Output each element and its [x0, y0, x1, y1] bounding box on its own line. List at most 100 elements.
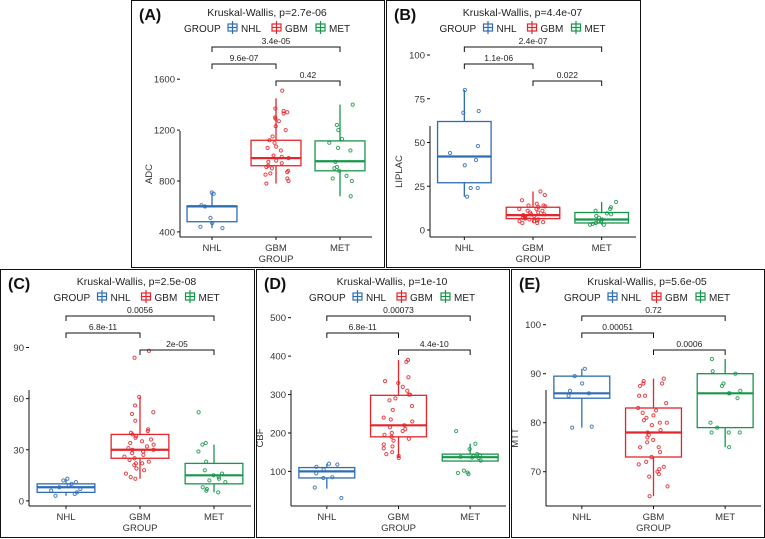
data-point — [314, 464, 319, 469]
p-value-label: 0.72 — [645, 305, 662, 315]
data-point — [709, 356, 715, 362]
data-point — [641, 381, 646, 386]
y-tick-label: 1200 — [154, 126, 175, 137]
data-point — [207, 478, 212, 483]
box-met — [441, 428, 499, 477]
data-point — [133, 435, 138, 440]
data-point — [598, 219, 604, 224]
p-value-label: 4.4e-10 — [420, 339, 449, 349]
legend: GROUP NHL GBM MET — [564, 290, 730, 304]
iqr-box — [436, 120, 492, 184]
data-point — [132, 456, 137, 461]
data-point — [642, 393, 648, 398]
data-point — [726, 430, 731, 435]
data-point — [735, 396, 740, 401]
box-met — [574, 199, 630, 227]
legend-label-met: MET — [585, 24, 606, 35]
p-value-label: 6.8e-11 — [349, 322, 377, 332]
data-point — [656, 472, 661, 477]
data-point — [129, 411, 135, 417]
panel-c: (C) Kruskal-Wallis, p=2.5e-08 GROUP NHL GBM… — [0, 269, 255, 538]
x-tick-label: MET — [204, 512, 224, 523]
data-point — [335, 462, 340, 467]
data-point — [349, 178, 355, 184]
legend-label-nhl: NHL — [111, 293, 131, 304]
boxplot-mtt: Kruskal-Wallis, p=5.6e-05 GROUP NHL GBM MET 7… — [512, 276, 761, 534]
data-point — [647, 474, 652, 479]
data-point — [137, 394, 142, 400]
p-value-label: 0.42 — [300, 70, 317, 80]
data-point — [216, 490, 221, 495]
box-met — [696, 356, 754, 450]
data-point — [339, 136, 345, 142]
data-point — [637, 383, 643, 389]
data-point — [286, 178, 291, 184]
data-point — [528, 212, 534, 217]
data-point — [469, 455, 475, 460]
y-tick-label: 800 — [159, 177, 175, 188]
box-gbm — [505, 189, 561, 226]
data-point — [586, 391, 591, 396]
comparison-bracket: 9.6e-07 — [211, 53, 277, 69]
data-point — [146, 348, 151, 354]
box-nhl — [36, 476, 96, 498]
legend-label-nhl: NHL — [621, 293, 641, 304]
data-point — [641, 418, 647, 423]
data-point — [519, 198, 525, 203]
data-point — [475, 185, 480, 191]
data-point — [389, 430, 394, 436]
data-point — [61, 478, 66, 483]
data-point — [268, 171, 273, 176]
data-point — [636, 405, 641, 411]
data-point — [128, 474, 133, 480]
y-tick-label: 0 — [19, 496, 24, 507]
data-point — [641, 378, 646, 384]
data-point — [462, 87, 467, 93]
x-axis-label: GROUP — [636, 523, 671, 534]
data-point — [66, 483, 71, 488]
data-point — [335, 145, 341, 151]
data-point — [447, 150, 453, 156]
boxplot-cbf: Kruskal-Wallis, p=1e-10 GROUP NHL GBM MET 100… — [257, 276, 506, 534]
data-point — [388, 417, 393, 422]
y-tick-label: 400 — [270, 352, 286, 363]
box-nhl — [298, 461, 356, 501]
data-point — [326, 461, 332, 466]
x-tick-label: MET — [715, 512, 735, 523]
legend-key-gbm — [271, 21, 282, 34]
panel-label: (B) — [394, 7, 417, 24]
legend: GROUP NHL GBM MET — [440, 21, 606, 35]
bracket-line — [463, 46, 603, 52]
legend-title: GROUP — [564, 293, 601, 304]
data-point — [538, 189, 543, 194]
data-point — [476, 108, 481, 114]
data-point — [200, 442, 205, 447]
y-axis-label: CBV — [1, 428, 4, 448]
data-point — [649, 423, 654, 428]
data-point — [390, 407, 395, 413]
legend-label-nhl: NHL — [366, 293, 386, 304]
comparison-bracket: 2e-05 — [139, 339, 215, 355]
p-value-label: 6.8e-11 — [89, 322, 117, 332]
data-point — [708, 420, 713, 425]
data-point — [455, 470, 461, 476]
x-tick-label: MET — [592, 243, 612, 254]
panel-label: (D) — [264, 276, 287, 293]
data-point — [123, 471, 129, 476]
data-point — [273, 106, 278, 111]
data-point — [286, 155, 291, 161]
data-point — [69, 481, 74, 486]
data-point — [523, 216, 528, 221]
y-axis-label: LIPLAC — [394, 155, 405, 188]
data-point — [381, 442, 386, 447]
data-point — [517, 206, 522, 212]
bracket-line — [581, 315, 726, 321]
data-point — [283, 127, 288, 133]
data-point — [140, 461, 145, 466]
legend: GROUP NHL GBM MET — [309, 290, 475, 304]
y-tick-label: 70 — [530, 467, 541, 478]
chart-title: Kruskal-Wallis, p=4.4e-07 — [463, 7, 583, 19]
data-point — [609, 212, 614, 217]
data-point — [321, 467, 326, 472]
data-point — [710, 369, 715, 374]
